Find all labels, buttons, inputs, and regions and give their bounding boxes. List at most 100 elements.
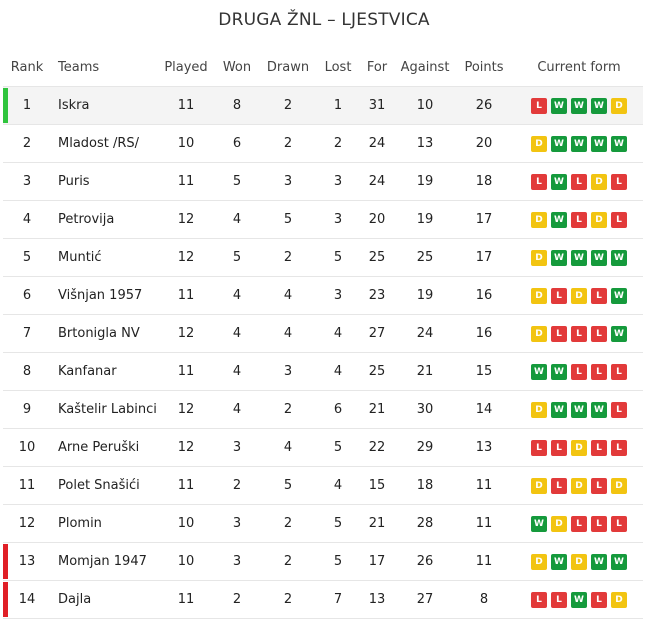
- form-badge[interactable]: D: [571, 439, 587, 456]
- form-badge[interactable]: D: [591, 173, 607, 190]
- form-badge[interactable]: D: [551, 515, 567, 532]
- form-badge[interactable]: L: [571, 173, 587, 190]
- team-name[interactable]: Višnjan 1957: [58, 288, 143, 303]
- form-badge[interactable]: D: [611, 591, 627, 608]
- team-name[interactable]: Plomin: [58, 516, 102, 531]
- form-badge[interactable]: D: [611, 477, 627, 494]
- form-badge[interactable]: W: [551, 97, 567, 114]
- team-name[interactable]: Momjan 1947: [58, 554, 147, 569]
- form-badge[interactable]: W: [551, 135, 567, 152]
- header-drawn[interactable]: Drawn: [266, 59, 310, 75]
- form-badge[interactable]: D: [571, 477, 587, 494]
- form-badge[interactable]: L: [591, 363, 607, 380]
- form-badge[interactable]: L: [571, 515, 587, 532]
- team-name[interactable]: Polet Snašići: [58, 478, 140, 493]
- table-row[interactable]: 4 Petrovija 12 4 5 3 20 19 17 D W L D L: [3, 201, 643, 239]
- team-name[interactable]: Mladost /RS/: [58, 136, 140, 151]
- form-badge[interactable]: D: [571, 553, 587, 570]
- table-row[interactable]: 6 Višnjan 1957 11 4 4 3 23 19 16 D L D L W: [3, 277, 643, 315]
- form-badge[interactable]: D: [591, 211, 607, 228]
- form-badge[interactable]: W: [571, 135, 587, 152]
- form-badge[interactable]: L: [591, 515, 607, 532]
- form-badge[interactable]: L: [551, 287, 567, 304]
- form-badge[interactable]: D: [531, 401, 547, 418]
- table-row[interactable]: 10 Arne Peruški 12 3 4 5 22 29 13 L L D L L: [3, 429, 643, 467]
- table-row[interactable]: 3 Puris 11 5 3 3 24 19 18 L W L D L: [3, 163, 643, 201]
- form-badge[interactable]: L: [611, 173, 627, 190]
- form-badge[interactable]: W: [551, 401, 567, 418]
- form-badge[interactable]: L: [531, 439, 547, 456]
- table-row[interactable]: 7 Brtonigla NV 12 4 4 4 27 24 16 D L L L W: [3, 315, 643, 353]
- form-badge[interactable]: L: [551, 591, 567, 608]
- form-badge[interactable]: W: [591, 249, 607, 266]
- form-badge[interactable]: L: [591, 439, 607, 456]
- form-badge[interactable]: W: [611, 325, 627, 342]
- form-badge[interactable]: L: [591, 591, 607, 608]
- form-badge[interactable]: W: [571, 97, 587, 114]
- form-badge[interactable]: W: [591, 135, 607, 152]
- form-badge[interactable]: D: [531, 249, 547, 266]
- table-row[interactable]: 8 Kanfanar 11 4 3 4 25 21 15 W W L L L: [3, 353, 643, 391]
- form-badge[interactable]: W: [611, 287, 627, 304]
- team-name[interactable]: Petrovija: [58, 212, 115, 227]
- header-lost[interactable]: Lost: [324, 59, 352, 75]
- form-badge[interactable]: D: [531, 135, 547, 152]
- table-row[interactable]: 12 Plomin 10 3 2 5 21 28 11 W D L L L: [3, 505, 643, 543]
- form-badge[interactable]: W: [571, 401, 587, 418]
- form-badge[interactable]: L: [611, 211, 627, 228]
- form-badge[interactable]: L: [531, 173, 547, 190]
- team-name[interactable]: Kaštelir Labinci: [58, 402, 157, 417]
- form-badge[interactable]: L: [551, 439, 567, 456]
- form-badge[interactable]: L: [571, 325, 587, 342]
- form-badge[interactable]: W: [551, 249, 567, 266]
- form-badge[interactable]: L: [571, 363, 587, 380]
- table-row[interactable]: 11 Polet Snašići 11 2 5 4 15 18 11 D L D L D: [3, 467, 643, 505]
- form-badge[interactable]: L: [611, 401, 627, 418]
- team-name[interactable]: Puris: [58, 174, 90, 189]
- form-badge[interactable]: W: [591, 97, 607, 114]
- form-badge[interactable]: L: [591, 325, 607, 342]
- table-row[interactable]: 9 Kaštelir Labinci 12 4 2 6 21 30 14 D W W W L: [3, 391, 643, 429]
- form-badge[interactable]: W: [551, 211, 567, 228]
- form-badge[interactable]: W: [551, 553, 567, 570]
- form-badge[interactable]: W: [591, 401, 607, 418]
- team-name[interactable]: Kanfanar: [58, 364, 117, 379]
- form-badge[interactable]: D: [531, 211, 547, 228]
- team-name[interactable]: Iskra: [58, 98, 90, 113]
- table-row[interactable]: 5 Muntić 12 5 2 5 25 25 17 D W W W W: [3, 239, 643, 277]
- form-badge[interactable]: L: [611, 515, 627, 532]
- header-played[interactable]: Played: [164, 59, 208, 75]
- form-badge[interactable]: L: [591, 477, 607, 494]
- form-badge[interactable]: L: [551, 477, 567, 494]
- header-won[interactable]: Won: [222, 59, 252, 75]
- form-badge[interactable]: L: [611, 439, 627, 456]
- form-badge[interactable]: D: [531, 325, 547, 342]
- header-for[interactable]: For: [366, 59, 388, 75]
- form-badge[interactable]: W: [611, 135, 627, 152]
- form-badge[interactable]: L: [531, 591, 547, 608]
- table-row[interactable]: 2 Mladost /RS/10 6 2 2 24 13 20 D W W W W: [3, 125, 643, 163]
- form-badge[interactable]: W: [611, 553, 627, 570]
- form-badge[interactable]: D: [531, 553, 547, 570]
- form-badge[interactable]: W: [571, 249, 587, 266]
- table-row[interactable]: 14 Dajla 11 2 2 7 13 27 8 L L W L D: [3, 581, 643, 619]
- header-teams[interactable]: Teams: [58, 59, 100, 75]
- form-badge[interactable]: W: [611, 249, 627, 266]
- table-row[interactable]: 1 Iskra 11 8 2 1 31 10 26 L W W W D: [3, 87, 643, 125]
- form-badge[interactable]: D: [571, 287, 587, 304]
- header-points[interactable]: Points: [464, 59, 504, 75]
- form-badge[interactable]: L: [611, 363, 627, 380]
- header-against[interactable]: Against: [400, 59, 450, 75]
- team-name[interactable]: Dajla: [58, 592, 92, 607]
- form-badge[interactable]: L: [551, 325, 567, 342]
- form-badge[interactable]: L: [531, 97, 547, 114]
- form-badge[interactable]: D: [531, 477, 547, 494]
- team-name[interactable]: Muntić: [58, 250, 102, 265]
- form-badge[interactable]: D: [611, 97, 627, 114]
- form-badge[interactable]: W: [591, 553, 607, 570]
- form-badge[interactable]: W: [531, 515, 547, 532]
- form-badge[interactable]: L: [571, 211, 587, 228]
- form-badge[interactable]: W: [551, 363, 567, 380]
- form-badge[interactable]: W: [531, 363, 547, 380]
- form-badge[interactable]: W: [551, 173, 567, 190]
